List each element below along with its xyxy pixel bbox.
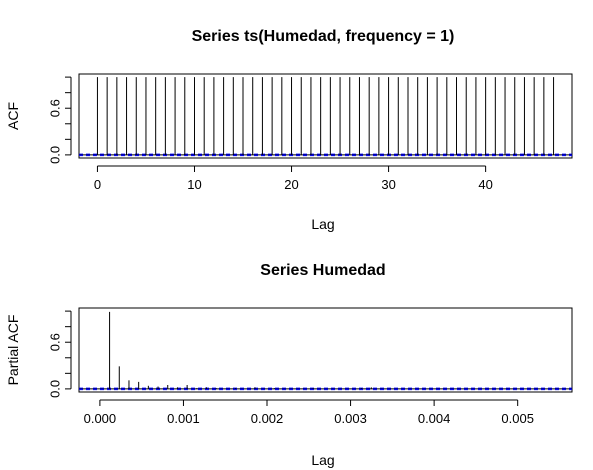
acf-panel: Series ts(Humedad, frequency = 1) 0 10 20 3… xyxy=(5,28,573,232)
pacf-x-tick-label: 0.005 xyxy=(501,411,534,426)
pacf-x-axis: 0.000 0.001 0.002 0.003 0.004 0.005 xyxy=(84,399,534,426)
acf-x-tick-label: 30 xyxy=(381,177,395,192)
pacf-chart-title: Series Humedad xyxy=(260,262,385,279)
pacf-panel: Series Humedad 0.000 0.001 0.002 0.003 0.004… xyxy=(5,262,573,468)
acf-y-tick-label: 0.0 xyxy=(47,146,62,164)
pacf-x-tick-label: 0.003 xyxy=(334,411,367,426)
pacf-x-axis-label: Lag xyxy=(311,452,334,468)
acf-x-tick-label: 40 xyxy=(478,177,492,192)
acf-plot-frame xyxy=(78,73,573,159)
acf-marks xyxy=(79,77,572,157)
acf-x-tick-label: 20 xyxy=(284,177,298,192)
pacf-marks xyxy=(79,311,572,391)
acf-y-axis-label: ACF xyxy=(5,102,21,130)
acf-x-tick-label: 0 xyxy=(94,177,101,192)
pacf-y-tick-label: 0.0 xyxy=(47,380,62,398)
acf-y-tick-label: 0.6 xyxy=(47,99,62,117)
acf-y-axis: 0.0 0.6 xyxy=(47,76,72,164)
pacf-x-tick-label: 0.000 xyxy=(84,411,117,426)
pacf-y-axis: 0.0 0.6 xyxy=(47,310,72,398)
pacf-plot-frame xyxy=(78,307,573,393)
pacf-y-tick-label: 0.6 xyxy=(47,333,62,351)
pacf-x-tick-label: 0.001 xyxy=(167,411,200,426)
pacf-x-tick-label: 0.002 xyxy=(251,411,284,426)
pacf-x-tick-label: 0.004 xyxy=(418,411,451,426)
acf-x-tick-label: 10 xyxy=(187,177,201,192)
acf-x-axis: 0 10 20 30 40 xyxy=(94,165,493,192)
pacf-y-axis-label: Partial ACF xyxy=(5,315,21,386)
acf-chart-title: Series ts(Humedad, frequency = 1) xyxy=(192,28,455,45)
acf-x-axis-label: Lag xyxy=(311,216,334,232)
